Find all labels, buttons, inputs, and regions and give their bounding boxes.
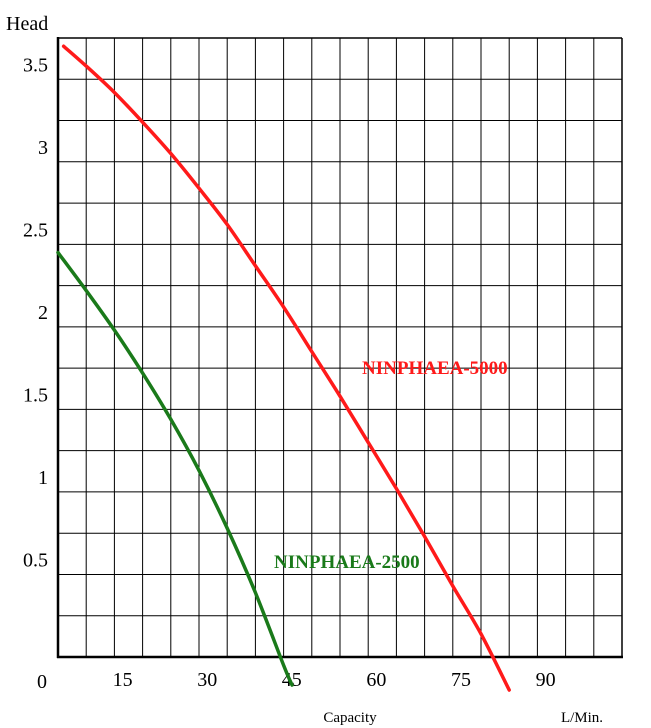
y-tick-labels: 0.5 1 1.5 2 2.5 3 3.5 — [23, 54, 48, 571]
y-tick-label: 3 — [38, 137, 48, 159]
y-tick-label: 1 — [38, 467, 48, 489]
y-tick-label: 2.5 — [23, 219, 48, 241]
series-label-ninphaea-5000: NINPHAEA-5000 — [362, 358, 508, 379]
series-line-ninphaea-5000 — [61, 44, 511, 692]
axes — [56, 37, 623, 659]
x-tick-label: 60 — [366, 669, 386, 691]
y-tick-label: 2 — [38, 302, 48, 324]
y-tick-label: 0.5 — [23, 549, 48, 571]
series-line-ninphaea-2500 — [56, 250, 294, 687]
y-tick-label: 1.5 — [23, 384, 48, 406]
series-lines — [56, 44, 511, 692]
x-tick-label: 15 — [113, 669, 133, 691]
x-tick-labels: 15 30 45 60 75 90 — [113, 669, 556, 691]
x-tick-label: 30 — [197, 669, 217, 691]
y-axis-title: Head — [6, 13, 48, 35]
y-tick-label: 3.5 — [23, 54, 48, 76]
x-tick-label: 90 — [536, 669, 556, 691]
series-label-ninphaea-2500: NINPHAEA-2500 — [274, 552, 420, 573]
x-tick-label: 75 — [451, 669, 471, 691]
x-axis-title: Capacity — [323, 710, 377, 726]
origin-label: 0 — [37, 671, 47, 693]
x-axis-unit: L/Min. — [561, 710, 603, 726]
grid — [58, 38, 622, 657]
